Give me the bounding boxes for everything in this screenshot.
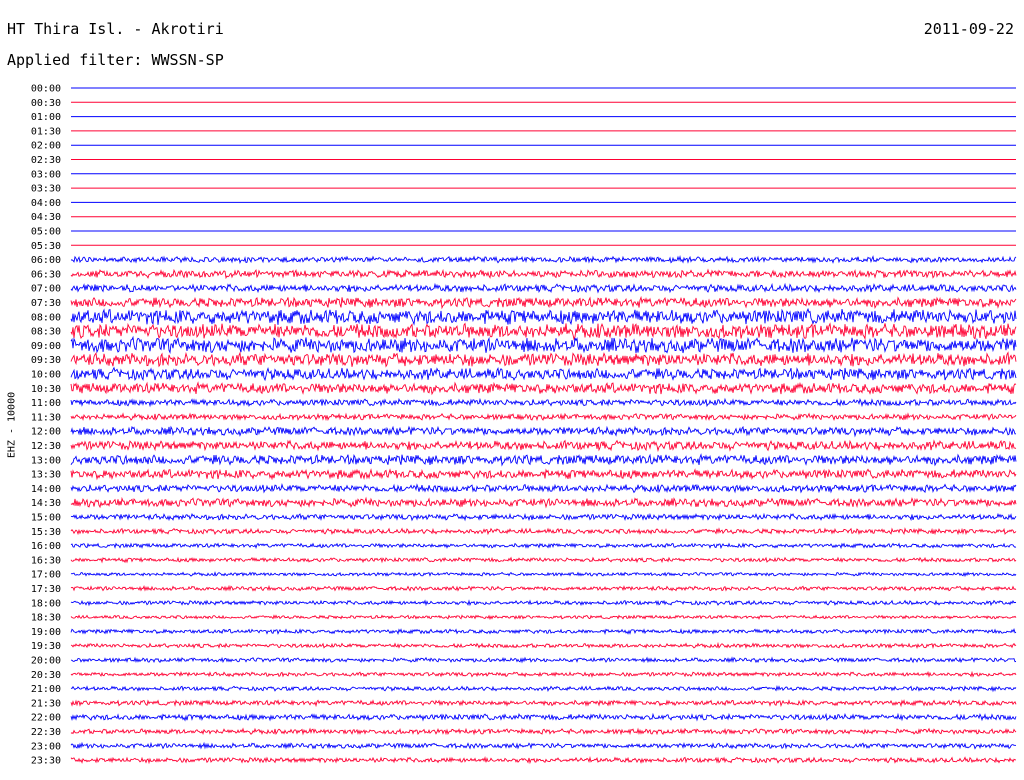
trace-row-1730 <box>70 584 1017 592</box>
time-tick-label: 05:30 <box>31 241 61 252</box>
trace-row-2300 <box>70 741 1017 750</box>
trace-row-1800 <box>70 599 1017 607</box>
trace-row-2330 <box>70 755 1017 765</box>
time-tick-label: 23:00 <box>31 741 61 752</box>
time-tick-label: 13:30 <box>31 470 61 481</box>
time-tick-label: 05:00 <box>31 227 61 238</box>
time-tick-label: 23:30 <box>31 756 61 767</box>
trace-row-1630 <box>70 556 1017 564</box>
time-tick-label: 09:30 <box>31 355 61 366</box>
trace-row-1030 <box>70 381 1017 396</box>
trace-row-0630 <box>70 268 1017 280</box>
trace-row-1000 <box>70 366 1017 382</box>
trace-row-0900 <box>70 335 1017 354</box>
time-tick-label: 15:00 <box>31 513 61 524</box>
time-tick-label: 00:30 <box>31 98 61 109</box>
station-title: HT Thira Isl. - Akrotiri <box>7 20 224 38</box>
time-tick-label: 19:00 <box>31 627 61 638</box>
trace-row-1600 <box>70 542 1017 550</box>
trace-row-1330 <box>70 468 1017 481</box>
time-tick-label: 12:00 <box>31 427 61 438</box>
time-tick-label: 04:30 <box>31 212 61 223</box>
time-tick-label: 18:30 <box>31 613 61 624</box>
time-tick-label: 01:30 <box>31 126 61 137</box>
time-tick-label: 21:00 <box>31 684 61 695</box>
trace-row-1900 <box>70 627 1017 636</box>
trace-row-2000 <box>70 656 1017 664</box>
time-tick-label: 17:30 <box>31 584 61 595</box>
time-tick-label: 19:30 <box>31 641 61 652</box>
trace-row-1830 <box>70 614 1017 621</box>
filter-label: Applied filter: WWSSN-SP <box>7 51 224 69</box>
trace-row-1430 <box>70 496 1017 509</box>
trace-row-1500 <box>70 512 1017 522</box>
trace-row-0730 <box>70 295 1017 310</box>
time-tick-label: 18:00 <box>31 598 61 609</box>
time-tick-label: 06:00 <box>31 255 61 266</box>
time-tick-label: 20:00 <box>31 656 61 667</box>
trace-row-1400 <box>70 483 1017 494</box>
trace-row-1130 <box>70 412 1017 422</box>
trace-row-1230 <box>70 439 1017 453</box>
time-tick-label: 11:00 <box>31 398 61 409</box>
time-tick-label: 01:00 <box>31 112 61 123</box>
trace-row-1200 <box>70 425 1017 438</box>
time-tick-label: 13:00 <box>31 455 61 466</box>
trace-row-0600 <box>70 255 1017 265</box>
trace-row-2200 <box>70 712 1017 722</box>
time-tick-label: 16:30 <box>31 555 61 566</box>
trace-row-2230 <box>70 727 1017 736</box>
time-tick-label: 15:30 <box>31 527 61 538</box>
trace-row-2100 <box>70 685 1017 693</box>
trace-row-1100 <box>70 397 1017 408</box>
time-tick-label: 02:30 <box>31 155 61 166</box>
time-tick-label: 08:00 <box>31 312 61 323</box>
trace-row-0930 <box>70 351 1017 368</box>
record-date: 2011-09-22 <box>923 20 1014 38</box>
time-tick-label: 14:00 <box>31 484 61 495</box>
trace-row-1300 <box>70 453 1017 467</box>
time-tick-label: 10:00 <box>31 370 61 381</box>
time-tick-label: 17:00 <box>31 570 61 581</box>
time-tick-label: 04:00 <box>31 198 61 209</box>
trace-row-0700 <box>70 282 1017 294</box>
trace-row-2130 <box>70 699 1017 708</box>
trace-row-0830 <box>70 322 1017 341</box>
trace-row-2030 <box>70 670 1017 678</box>
trace-row-1530 <box>70 527 1017 536</box>
trace-row-1700 <box>70 571 1017 578</box>
time-tick-label: 00:00 <box>31 84 61 95</box>
time-tick-label: 20:30 <box>31 670 61 681</box>
time-tick-label: 03:30 <box>31 184 61 195</box>
time-tick-label: 11:30 <box>31 412 61 423</box>
time-tick-label: 12:30 <box>31 441 61 452</box>
time-tick-label: 03:00 <box>31 169 61 180</box>
trace-row-0800 <box>70 307 1017 326</box>
time-tick-label: 09:00 <box>31 341 61 352</box>
time-tick-label: 10:30 <box>31 384 61 395</box>
time-tick-label: 02:00 <box>31 141 61 152</box>
time-tick-label: 06:30 <box>31 269 61 280</box>
time-tick-label: 14:30 <box>31 498 61 509</box>
time-tick-label: 07:00 <box>31 284 61 295</box>
time-tick-label: 07:30 <box>31 298 61 309</box>
time-tick-label: 22:30 <box>31 727 61 738</box>
time-tick-label: 08:30 <box>31 327 61 338</box>
time-tick-label: 16:00 <box>31 541 61 552</box>
trace-row-1930 <box>70 641 1017 649</box>
time-tick-label: 21:30 <box>31 698 61 709</box>
time-tick-label: 22:00 <box>31 713 61 724</box>
